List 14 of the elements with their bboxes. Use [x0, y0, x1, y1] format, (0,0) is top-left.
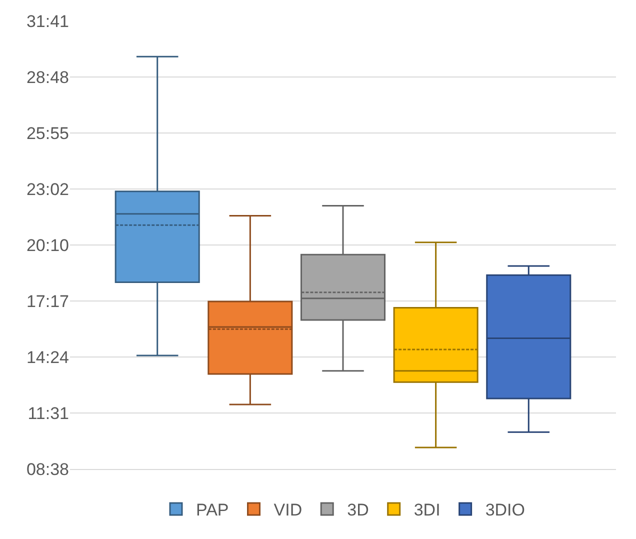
legend-label: PAP: [196, 500, 229, 520]
y-tick-label: 08:38: [26, 460, 69, 479]
legend-label: 3DIO: [485, 500, 525, 520]
y-tick-label: 28:48: [26, 68, 69, 87]
y-tick-label: 11:31: [28, 404, 69, 423]
y-tick-label: 31:41: [26, 12, 69, 31]
y-tick-label: 20:10: [26, 236, 69, 255]
legend-label: 3DI: [414, 500, 440, 520]
y-tick-label: 25:55: [26, 124, 69, 144]
y-tick-label: 14:24: [26, 348, 69, 367]
legend-label: 3D: [347, 500, 369, 520]
legend-label: VID: [274, 500, 302, 520]
y-tick-label: 23:02: [26, 180, 69, 200]
y-tick-label: 17:17: [26, 292, 69, 311]
